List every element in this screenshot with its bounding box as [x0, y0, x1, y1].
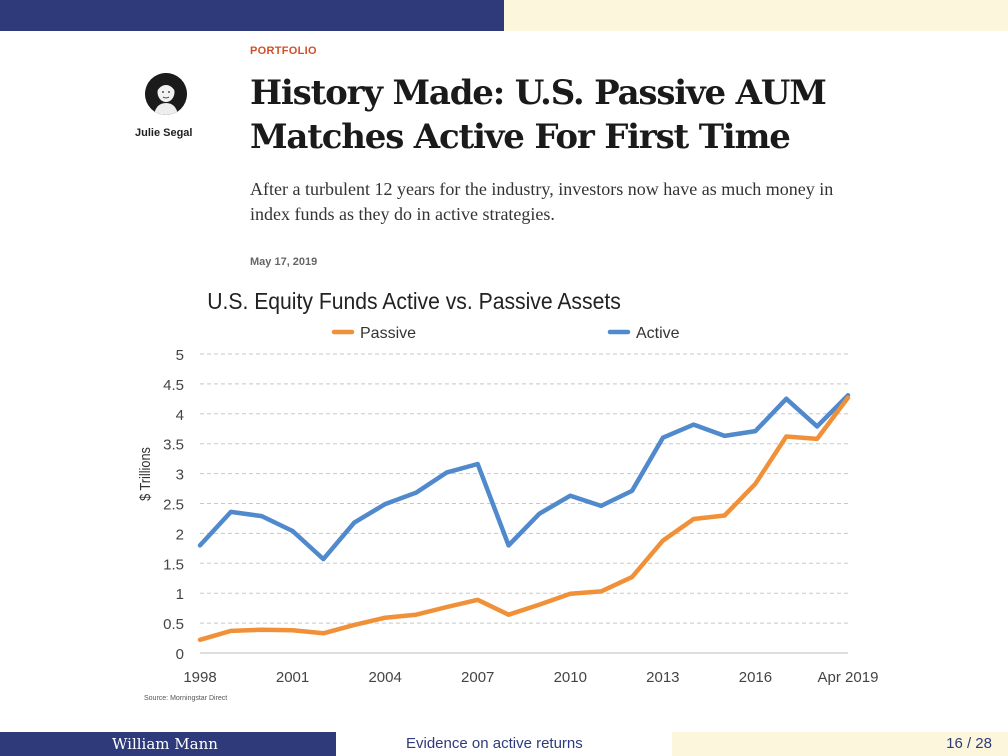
x-tick-label: 2007	[461, 669, 494, 686]
y-axis-ticks: 0 0.5 1 1.5 2 2.5 3 3.5 4 4.5 5	[163, 347, 184, 663]
article-headline: History Made: U.S. Passive AUM Matches A…	[250, 71, 870, 159]
y-tick-label: 1	[176, 586, 184, 603]
chart-legend: Passive Active	[331, 325, 680, 342]
person-icon	[145, 73, 187, 115]
article-category: PORTFOLIO	[250, 45, 317, 57]
series-line-active	[197, 393, 851, 562]
legend-label: Passive	[360, 325, 416, 342]
x-tick-label: 2013	[646, 669, 679, 686]
author-avatar	[145, 73, 187, 115]
y-tick-label: 4	[176, 407, 184, 424]
chart-series	[197, 393, 851, 643]
top-bar-right	[504, 0, 1008, 31]
x-tick-label: 2010	[554, 669, 587, 686]
footer-page-panel: 16 / 28	[672, 732, 1008, 756]
line-chart: U.S. Equity Funds Active vs. Passive Ass…	[136, 288, 878, 702]
x-tick-label: 2016	[739, 669, 772, 686]
footer-page-number: 16 / 28	[946, 735, 992, 752]
slide-footer: William Mann Evidence on active returns …	[0, 732, 1008, 756]
headline-line-1: History Made: U.S. Passive AUM	[250, 73, 827, 113]
x-tick-label: 2001	[276, 669, 309, 686]
author-name: Julie Segal	[135, 127, 193, 139]
y-tick-label: 2.5	[163, 497, 184, 514]
y-tick-label: 4.5	[163, 377, 184, 394]
y-tick-label: 2	[176, 526, 184, 543]
x-tick-label: Apr 2019	[818, 669, 879, 686]
y-tick-label: 1.5	[163, 556, 184, 573]
x-tick-label: 1998	[183, 669, 216, 686]
top-bar-left	[0, 0, 504, 31]
footer-title-panel: Evidence on active returns	[336, 732, 672, 756]
chart-grid	[200, 353, 848, 654]
x-tick-label: 2004	[368, 669, 401, 686]
headline-line-2: Matches Active For First Time	[250, 117, 791, 157]
y-axis-label: $ Trillions	[136, 447, 153, 501]
y-tick-label: 3	[176, 467, 184, 484]
y-tick-label: 5	[176, 347, 184, 364]
chart-source: Source: Morningstar Direct	[144, 695, 227, 702]
x-axis-ticks: 1998 2001 2004 2007 2010 2013 2016 Apr 2019	[183, 669, 878, 686]
legend-label: Active	[636, 325, 680, 342]
y-tick-label: 3.5	[163, 437, 184, 454]
footer-author-panel: William Mann	[0, 732, 336, 756]
article-excerpt: PORTFOLIO Julie Segal History Made: U.S.…	[0, 31, 1008, 281]
footer-author: William Mann	[112, 735, 218, 753]
chart-title: U.S. Equity Funds Active vs. Passive Ass…	[207, 288, 621, 314]
y-tick-label: 0.5	[163, 616, 184, 633]
y-tick-label: 0	[176, 646, 184, 663]
series-line-passive	[197, 395, 851, 643]
article-date: May 17, 2019	[250, 256, 318, 268]
footer-title: Evidence on active returns	[406, 735, 583, 752]
article-dek: After a turbulent 12 years for the indus…	[250, 179, 834, 224]
